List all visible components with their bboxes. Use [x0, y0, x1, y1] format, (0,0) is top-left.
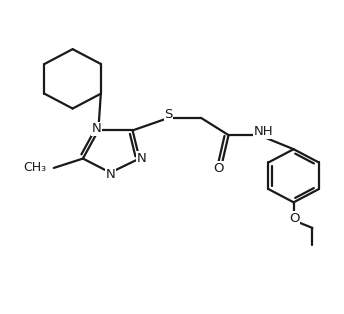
Text: N: N — [92, 122, 101, 135]
Text: N: N — [136, 152, 146, 165]
Text: S: S — [164, 108, 173, 121]
Text: NH: NH — [254, 125, 273, 138]
Text: CH₃: CH₃ — [23, 161, 46, 175]
Text: N: N — [106, 168, 115, 181]
Text: O: O — [289, 212, 300, 225]
Text: O: O — [214, 162, 224, 175]
